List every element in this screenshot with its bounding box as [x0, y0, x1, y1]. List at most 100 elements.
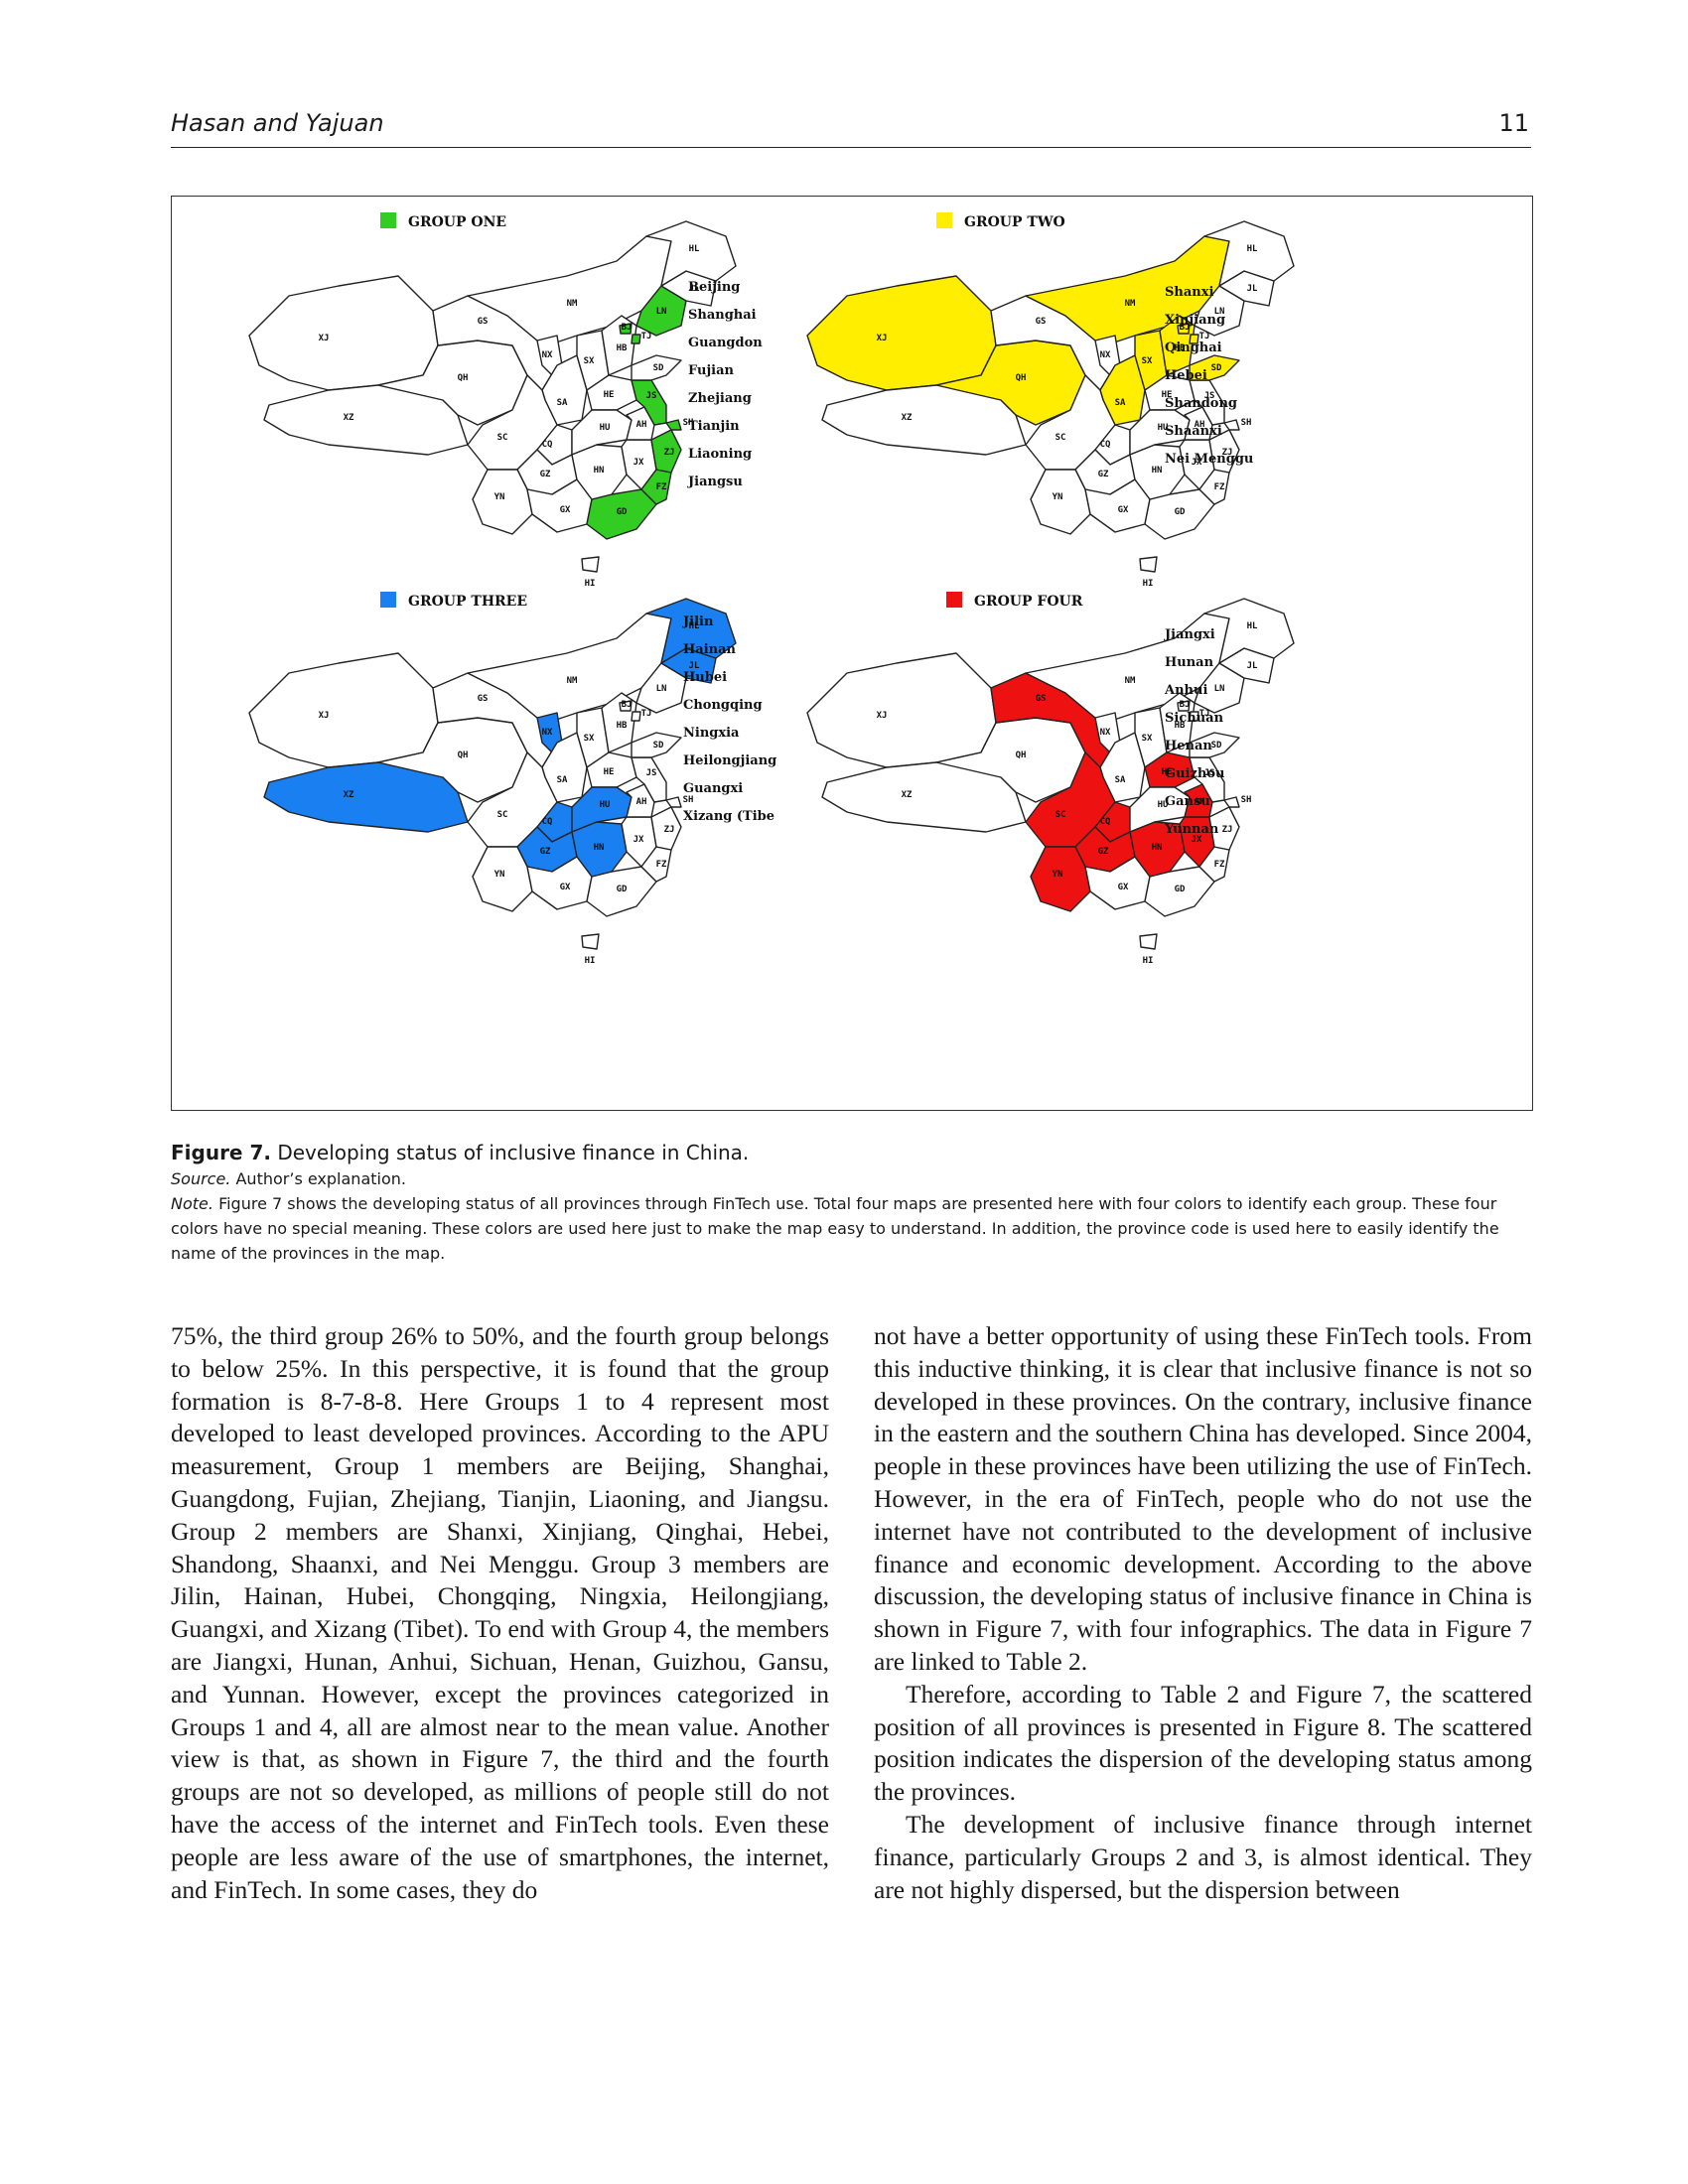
right-paragraph-1: not have a better opportunity of using t… [874, 1321, 1532, 1676]
province-code-sx: SX [1142, 734, 1153, 744]
group-legend-item: Sichuan [1165, 711, 1224, 726]
province-code-sc: SC [1055, 810, 1066, 820]
province-code-sx: SX [584, 356, 595, 366]
province-code-cq: CQ [1100, 817, 1111, 827]
province-code-jx: JX [1192, 458, 1202, 468]
group-title: GROUP TWO [964, 214, 1065, 230]
province-code-gz: GZ [540, 470, 551, 479]
province-code-hu: HU [1158, 800, 1169, 810]
province-code-yn: YN [1053, 870, 1063, 880]
group-legend-item: Hunan [1165, 655, 1214, 670]
running-head: Hasan and Yajuan 11 [171, 107, 1531, 148]
group-title: GROUP ONE [408, 214, 506, 230]
province-code-he: HE [604, 767, 615, 777]
province-tj [1189, 334, 1199, 344]
province-code-gs: GS [478, 694, 489, 704]
province-code-nx: NX [542, 728, 553, 738]
map-panel-1: XJ XZ QH GS NM NX SA SX HE SC CQ HU GZ YN GX GD HN JX FZ ZJ… [248, 220, 737, 589]
province-code-hn: HN [1152, 843, 1163, 853]
group-legend-item: Jilin [682, 614, 714, 629]
province-code-sh: SH [1241, 795, 1252, 805]
province-zj [1208, 429, 1240, 474]
province-code-bj: BJ [1180, 323, 1191, 333]
province-fz [1198, 846, 1230, 883]
province-code-jl: JL [1247, 284, 1258, 294]
source-text: Author’s explanation. [235, 1169, 406, 1188]
province-code-fz: FZ [656, 482, 667, 492]
province-js [1189, 379, 1225, 426]
province-code-nm: NM [1125, 676, 1136, 686]
province-xj [806, 652, 997, 768]
province-code-hl: HL [689, 244, 700, 254]
province-js [631, 379, 667, 426]
province-code-fz: FZ [1214, 860, 1225, 870]
group-legend-item: Hubei [683, 670, 727, 685]
province-code-he: HE [1162, 390, 1173, 400]
province-code-hb: HB [1175, 721, 1186, 731]
caption-text: Developing status of inclusive finance i… [277, 1141, 750, 1164]
province-code-xj: XJ [319, 711, 330, 721]
province-code-gs: GS [1036, 317, 1047, 327]
province-code-tj: TJ [1199, 709, 1210, 719]
province-code-jx: JX [633, 458, 644, 468]
province-code-hi: HI [1143, 956, 1154, 966]
province-xj [248, 275, 439, 391]
province-code-sh: SH [683, 418, 694, 428]
province-code-sx: SX [584, 734, 595, 744]
province-bj [619, 700, 633, 712]
province-sd [1189, 732, 1240, 758]
province-code-hn: HN [1152, 466, 1163, 476]
province-code-gd: GD [1175, 885, 1186, 894]
group-legend-item: Jiangsu [687, 475, 743, 489]
province-code-nm: NM [1125, 299, 1136, 309]
province-code-sc: SC [497, 810, 508, 820]
province-code-zj: ZJ [1222, 448, 1233, 458]
group-legend-item: Qinghai [1165, 341, 1222, 355]
province-code-jl: JL [689, 284, 700, 294]
province-fz [1198, 469, 1230, 505]
province-code-fz: FZ [656, 860, 667, 870]
group-color-swatch [936, 212, 952, 228]
map-panel-3: XJ XZ QH GS NM NX SA SX HE SC CQ HU GZ YN GX GD HN JX FZ ZJ… [248, 598, 737, 966]
province-code-qh: QH [458, 373, 469, 383]
province-code-fz: FZ [1214, 482, 1225, 492]
province-code-zj: ZJ [664, 825, 675, 835]
province-code-gx: GX [1118, 505, 1129, 515]
province-code-xz: XZ [902, 413, 913, 423]
province-code-jx: JX [633, 835, 644, 845]
province-yn [1030, 469, 1091, 535]
province-code-xj: XJ [877, 711, 888, 721]
map-panel-2: XJ XZ QH GS NM NX SA SX HE SC CQ HU GZ YN GX GD HN JX FZ ZJ… [806, 220, 1295, 589]
province-code-gx: GX [560, 505, 571, 515]
province-code-xj: XJ [877, 334, 888, 343]
province-code-ah: AH [636, 420, 647, 430]
province-code-xj: XJ [319, 334, 330, 343]
province-code-sd: SD [1211, 741, 1222, 751]
province-code-sh: SH [1241, 418, 1252, 428]
province-code-bj: BJ [622, 700, 633, 710]
province-code-yn: YN [1053, 492, 1063, 502]
running-head-authors: Hasan and Yajuan [171, 109, 384, 137]
province-code-hl: HL [1247, 244, 1258, 254]
province-sd [1189, 354, 1240, 381]
province-hi [581, 556, 600, 573]
province-code-sd: SD [653, 363, 664, 373]
group-legend-item: Yunnan [1164, 822, 1219, 837]
province-code-gd: GD [617, 507, 628, 517]
province-code-sh: SH [683, 795, 694, 805]
province-tj [1189, 711, 1199, 722]
province-code-gz: GZ [1098, 470, 1109, 479]
province-code-hi: HI [585, 956, 596, 966]
province-code-gs: GS [1036, 694, 1047, 704]
province-code-xz: XZ [344, 413, 354, 423]
province-js [631, 756, 667, 803]
province-code-hn: HN [594, 466, 605, 476]
province-code-gd: GD [1175, 507, 1186, 517]
note-text: Figure 7 shows the developing status of … [171, 1194, 1499, 1263]
province-yn [472, 469, 533, 535]
province-code-qh: QH [1016, 373, 1027, 383]
province-code-ln: LN [1214, 684, 1225, 694]
province-code-yn: YN [494, 492, 505, 502]
province-code-tj: TJ [1199, 332, 1210, 341]
province-code-js: JS [646, 391, 657, 401]
